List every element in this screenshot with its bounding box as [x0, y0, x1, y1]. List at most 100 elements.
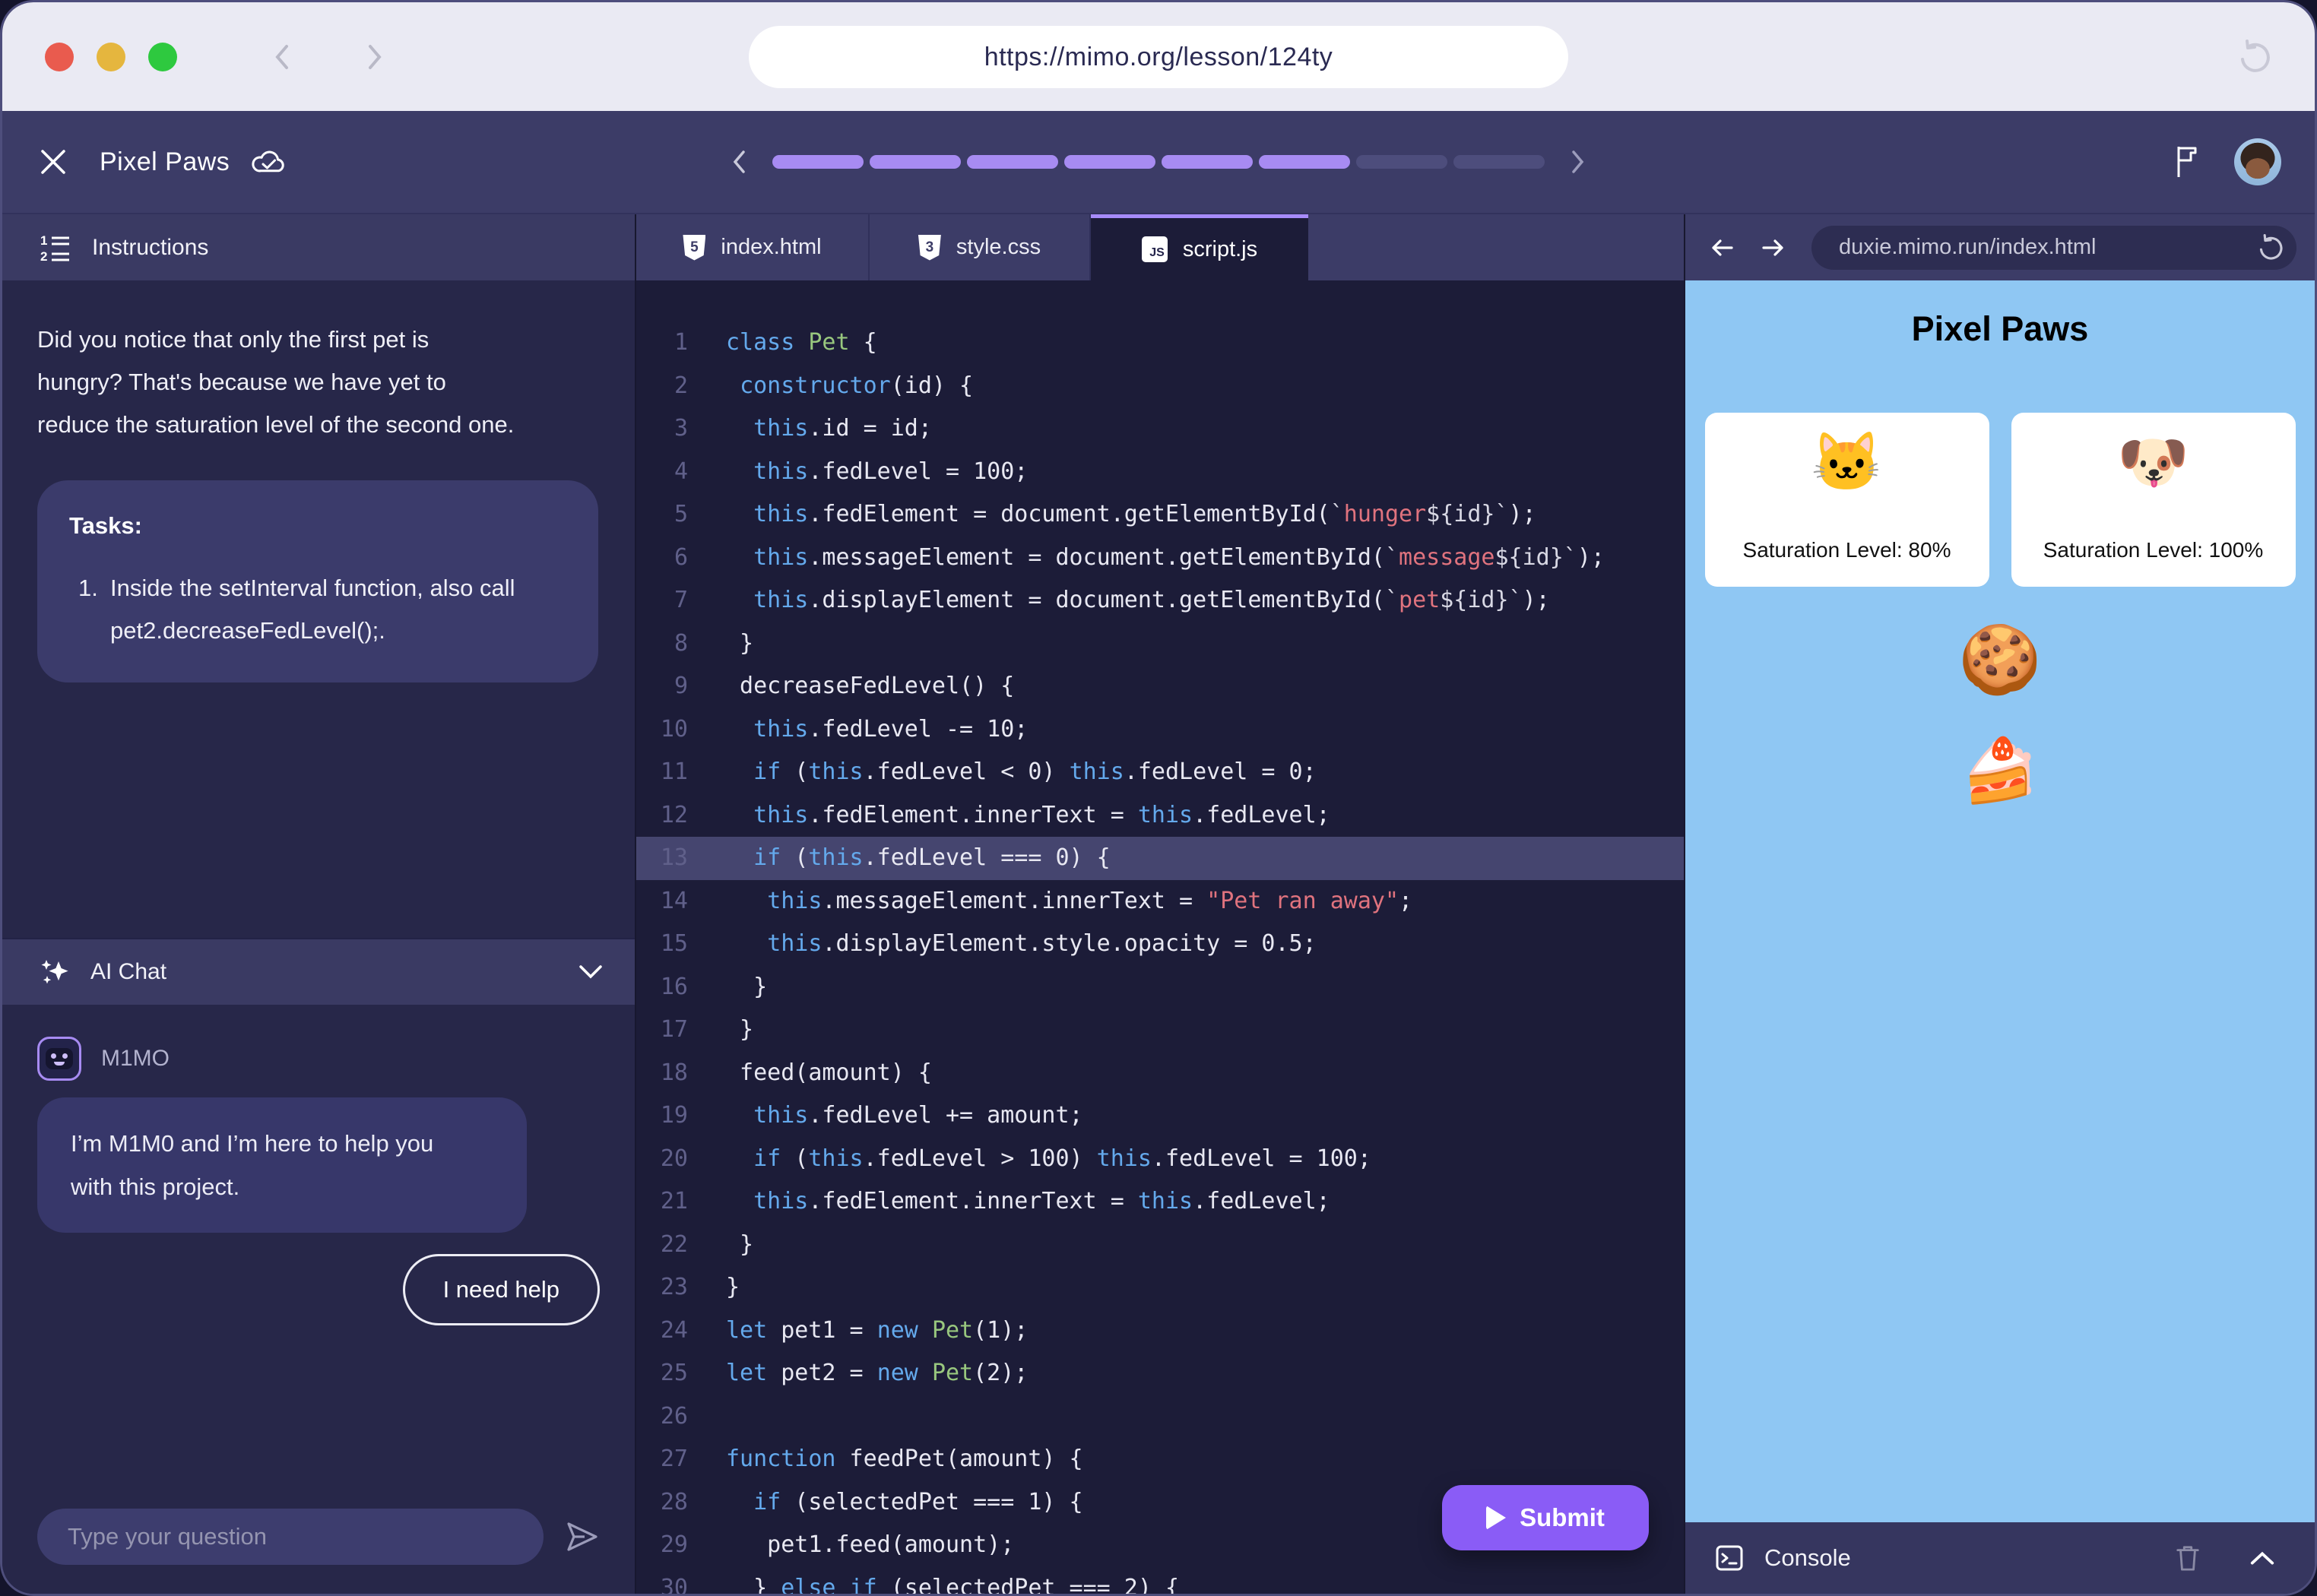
code-line[interactable]: 6 this.messageElement = document.getElem…	[636, 537, 1684, 580]
preview-reload-icon[interactable]	[2257, 233, 2284, 261]
send-icon[interactable]	[563, 1518, 600, 1555]
html5-icon: 5	[683, 234, 706, 261]
code-line[interactable]: 2 constructor(id) {	[636, 365, 1684, 408]
browser-forward-icon[interactable]	[357, 40, 390, 74]
console-bar[interactable]: Console	[1685, 1522, 2315, 1594]
code-line[interactable]: 24 let pet1 = new Pet(1);	[636, 1309, 1684, 1353]
code-line[interactable]: 28 if (selectedPet === 1) {	[636, 1481, 1684, 1525]
maximize-window-button[interactable]	[148, 42, 177, 71]
close-lesson-icon[interactable]	[37, 146, 69, 178]
tab-style-css[interactable]: 3 style.css	[870, 214, 1091, 280]
minimize-window-button[interactable]	[97, 42, 125, 71]
code-line[interactable]: 29 pet1.feed(amount);	[636, 1524, 1684, 1567]
pet-saturation-label: Saturation Level: 100%	[2043, 538, 2264, 562]
progress-prev-icon[interactable]	[728, 148, 751, 176]
window-controls	[45, 42, 177, 71]
code-line[interactable]: 14 this.messageElement.innerText = "Pet …	[636, 880, 1684, 923]
code-line[interactable]: 13 if (this.fedLevel === 0) {	[636, 837, 1684, 880]
code-line[interactable]: 1 class Pet {	[636, 321, 1684, 365]
line-number: 9	[674, 673, 688, 699]
code-line[interactable]: 5 this.fedElement = document.getElementB…	[636, 493, 1684, 537]
report-flag-icon[interactable]	[2172, 144, 2202, 180]
chat-question-input[interactable]	[37, 1509, 544, 1565]
code-line[interactable]: 27 function feedPet(amount) {	[636, 1438, 1684, 1481]
code-line[interactable]: 17 }	[636, 1009, 1684, 1052]
line-number: 10	[660, 715, 688, 743]
submit-button[interactable]: Submit	[1442, 1485, 1649, 1550]
address-bar-url: https://mimo.org/lesson/124ty	[984, 42, 1333, 71]
line-number: 27	[660, 1446, 688, 1472]
code-line[interactable]: 22 }	[636, 1224, 1684, 1267]
code-line[interactable]: 26	[636, 1395, 1684, 1439]
preview-forward-icon[interactable]	[1758, 233, 1787, 262]
code-line[interactable]: 20 if (this.fedLevel > 100) this.fedLeve…	[636, 1138, 1684, 1181]
code-line[interactable]: 25 let pet2 = new Pet(2);	[636, 1352, 1684, 1395]
code-line[interactable]: 8 }	[636, 622, 1684, 666]
line-number: 13	[660, 844, 688, 871]
code-line[interactable]: 12 this.fedElement.innerText = this.fedL…	[636, 794, 1684, 838]
trash-icon[interactable]	[2175, 1544, 2201, 1572]
tab-index-html[interactable]: 5 index.html	[636, 214, 870, 280]
browser-reload-icon[interactable]	[2237, 39, 2272, 74]
code-line[interactable]: 15 this.displayElement.style.opacity = 0…	[636, 923, 1684, 966]
code-line[interactable]: 7 this.displayElement = document.getElem…	[636, 579, 1684, 622]
user-avatar[interactable]	[2234, 138, 2281, 185]
pet-card: 🐱 Saturation Level: 80%	[1704, 413, 1989, 587]
css3-icon: 3	[918, 234, 941, 261]
cookie-treat[interactable]: 🍪	[1958, 622, 2042, 697]
header-right	[2172, 138, 2281, 185]
ai-chat-header[interactable]: AI Chat	[2, 938, 635, 1005]
chevron-up-icon[interactable]	[2249, 1550, 2275, 1566]
code-line[interactable]: 4 this.fedLevel = 100;	[636, 451, 1684, 494]
line-number: 21	[660, 1188, 688, 1214]
code-line[interactable]: 9 decreaseFedLevel() {	[636, 665, 1684, 708]
line-number: 28	[660, 1488, 688, 1515]
line-number: 4	[674, 458, 688, 485]
tab-script-js[interactable]: JS script.js	[1091, 214, 1308, 280]
browser-chrome: https://mimo.org/lesson/124ty	[2, 2, 2315, 111]
code-line[interactable]: 30 } else if (selectedPet === 2) {	[636, 1567, 1684, 1594]
ai-chat-title: AI Chat	[90, 959, 167, 984]
preview-address-bar[interactable]: duxie.mimo.run/index.html	[1811, 225, 2296, 270]
code-area[interactable]: 1 class Pet {2 constructor(id) {3 this.id…	[636, 280, 1684, 1594]
address-bar[interactable]: https://mimo.org/lesson/124ty	[749, 26, 1568, 88]
cake-treat[interactable]: 🍰	[1960, 736, 2040, 806]
need-help-button[interactable]: I need help	[402, 1254, 600, 1325]
progress-next-icon[interactable]	[1566, 148, 1589, 176]
line-number: 2	[674, 372, 688, 399]
tasks-title: Tasks:	[69, 512, 142, 539]
code-line[interactable]: 18 feed(amount) {	[636, 1052, 1684, 1095]
code-line[interactable]: 11 if (this.fedLevel < 0) this.fedLevel …	[636, 751, 1684, 794]
code-line[interactable]: 3 this.id = id;	[636, 407, 1684, 451]
preview-back-icon[interactable]	[1708, 233, 1737, 262]
code-line[interactable]: 19 this.fedLevel += amount;	[636, 1094, 1684, 1138]
browser-back-icon[interactable]	[267, 40, 300, 74]
sparkles-icon	[39, 956, 71, 988]
line-number: 19	[660, 1102, 688, 1129]
bot-name: M1MO	[101, 1046, 170, 1071]
code-line[interactable]: 23}	[636, 1266, 1684, 1309]
line-number: 26	[660, 1402, 688, 1430]
chevron-down-icon[interactable]	[577, 963, 604, 981]
line-number: 12	[660, 801, 688, 828]
progress-segment	[1453, 155, 1545, 169]
svg-text:1: 1	[40, 233, 47, 248]
play-icon	[1486, 1506, 1507, 1530]
bot-message-bubble: I’m M1M0 and I’m here to help you with t…	[37, 1097, 527, 1233]
line-number: 6	[674, 543, 688, 571]
line-number: 22	[660, 1230, 688, 1258]
line-number: 1	[674, 329, 688, 356]
treats: 🍪 🍰	[1685, 626, 2315, 803]
progress-segment	[1162, 155, 1253, 169]
pet-emoji: 🐶	[2117, 430, 2189, 495]
close-window-button[interactable]	[45, 42, 74, 71]
code-line[interactable]: 16 }	[636, 966, 1684, 1009]
progress-segment	[1259, 155, 1350, 169]
chat-input-row	[37, 1509, 600, 1565]
console-title: Console	[1764, 1544, 1851, 1571]
line-number: 5	[674, 501, 688, 527]
code-line[interactable]: 21 this.fedElement.innerText = this.fedL…	[636, 1180, 1684, 1224]
code-line[interactable]: 10 this.fedLevel -= 10;	[636, 708, 1684, 752]
